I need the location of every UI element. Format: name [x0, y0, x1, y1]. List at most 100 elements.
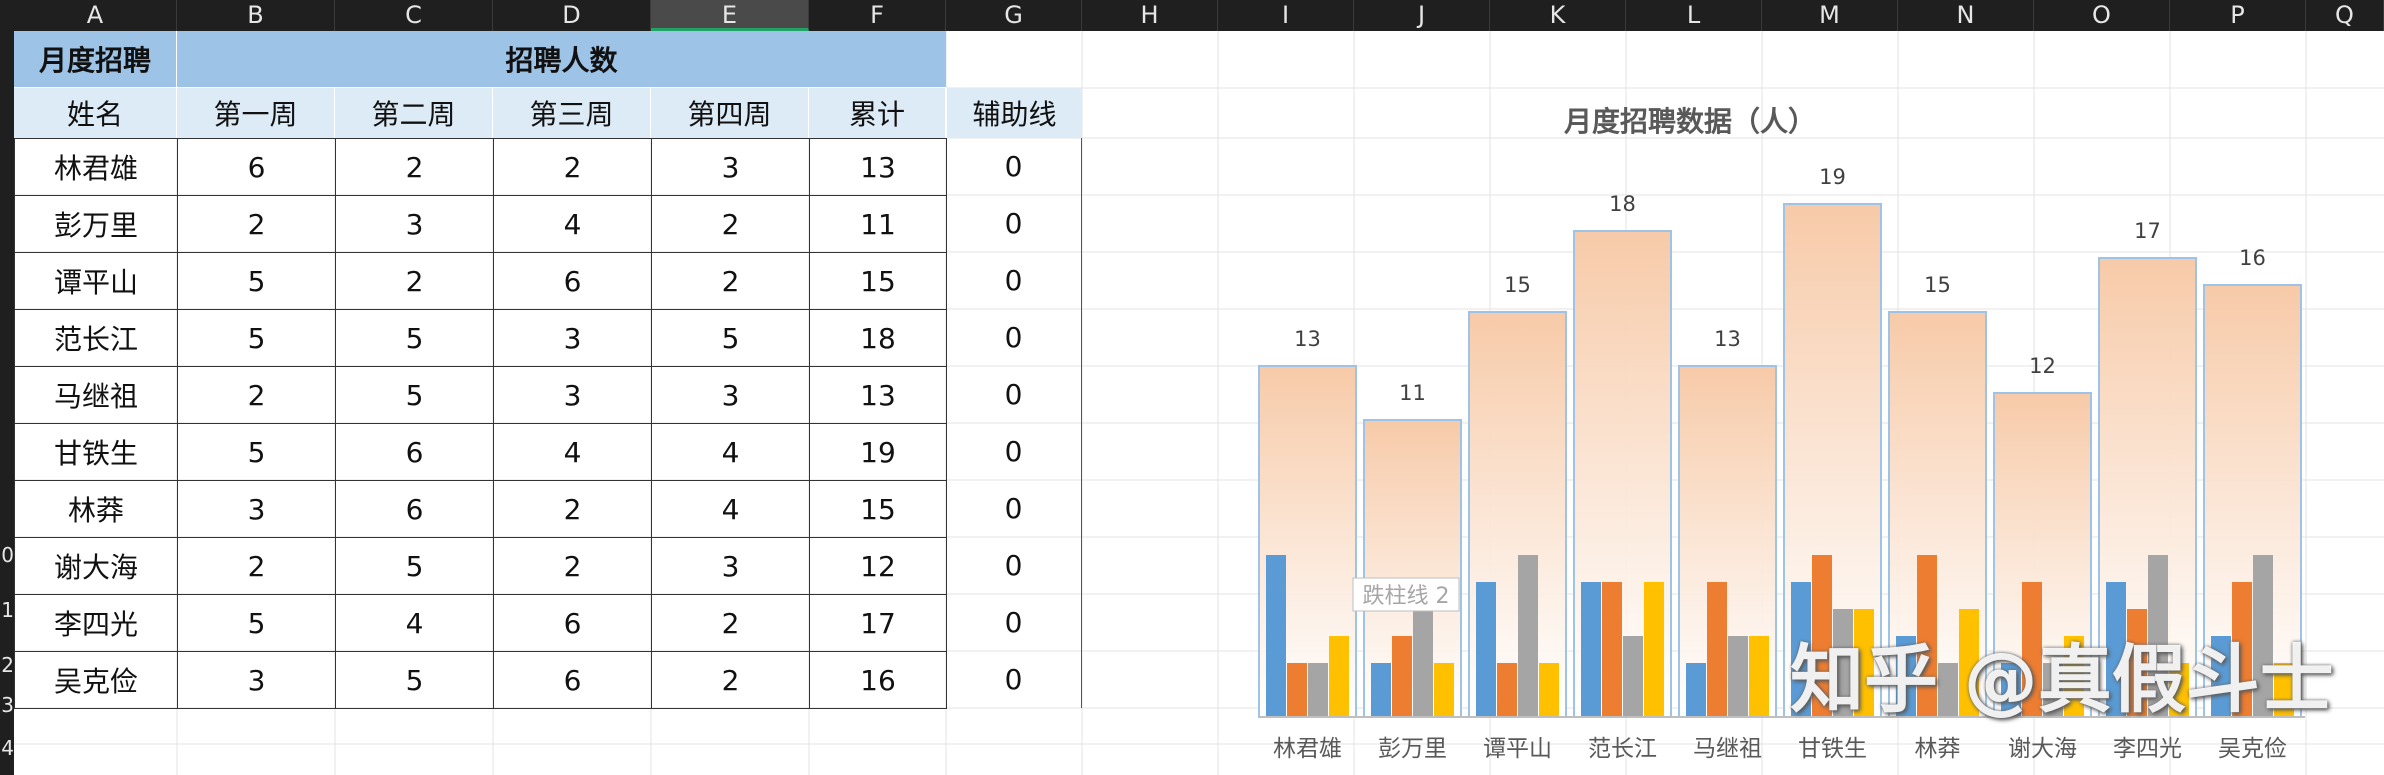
total-data-label: 13	[1294, 327, 1321, 351]
column-header-M[interactable]: M	[1762, 0, 1898, 31]
weekly-bar-series-2[interactable]	[2022, 582, 2042, 717]
weekly-bar-series-1[interactable]	[1266, 555, 1286, 717]
weekly-bar-series-4[interactable]	[1644, 582, 1664, 717]
weekly-bar-series-1[interactable]	[1371, 663, 1391, 717]
total-data-label: 12	[2029, 354, 2056, 378]
column-header-H[interactable]: H	[1082, 0, 1218, 31]
aux-cell[interactable]: 0	[946, 366, 1082, 423]
weekly-bar-series-3[interactable]	[1413, 609, 1433, 717]
weekly-bar-series-2[interactable]	[1287, 663, 1307, 717]
weekly-bar-series-4[interactable]	[1539, 663, 1559, 717]
table-title-cell[interactable]: 月度招聘	[14, 31, 177, 88]
aux-header-cell[interactable]: 辅助线	[946, 88, 1082, 138]
total-data-label: 18	[1609, 192, 1636, 216]
column-title-cell[interactable]: 第二周	[335, 88, 493, 138]
weekly-bar-series-1[interactable]	[1791, 582, 1811, 717]
aux-cell[interactable]: 0	[946, 252, 1082, 309]
weekly-bar-series-2[interactable]	[1917, 555, 1937, 717]
aux-cell[interactable]: 0	[946, 537, 1082, 594]
total-data-label: 13	[1714, 327, 1741, 351]
aux-cell[interactable]: 0	[946, 651, 1082, 708]
name-cell[interactable]: 吴克俭	[14, 651, 178, 709]
aux-cell[interactable]: 0	[946, 423, 1082, 480]
weekly-bar-series-4[interactable]	[1959, 609, 1979, 717]
row-header-bar: 0 1 2 3 4	[0, 31, 14, 775]
column-title-cell[interactable]: 姓名	[14, 88, 177, 138]
aux-cell[interactable]: 0	[946, 195, 1082, 252]
weekly-bar-series-3[interactable]	[1833, 609, 1853, 717]
weekly-bar-series-1[interactable]	[2211, 636, 2231, 717]
aux-cell[interactable]: 0	[946, 480, 1082, 537]
aux-cell[interactable]: 0	[946, 309, 1082, 366]
weekly-bar-series-4[interactable]	[2274, 663, 2294, 717]
weekly-bar-series-2[interactable]	[1497, 663, 1517, 717]
total-data-label: 15	[1504, 273, 1531, 297]
weekly-bar-series-3[interactable]	[1728, 636, 1748, 717]
column-header-J[interactable]: J	[1354, 0, 1490, 31]
column-title-cell[interactable]: 第三周	[493, 88, 651, 138]
weekly-bar-series-1[interactable]	[2106, 582, 2126, 717]
table-cell[interactable]: 16	[809, 651, 947, 709]
aux-cell[interactable]: 0	[946, 138, 1082, 195]
table-cell[interactable]: 15	[809, 480, 947, 538]
weekly-bar-series-3[interactable]	[1623, 636, 1643, 717]
weekly-bar-series-4[interactable]	[1329, 636, 1349, 717]
weekly-bar-series-3[interactable]	[1308, 663, 1328, 717]
weekly-bar-series-4[interactable]	[1434, 663, 1454, 717]
category-label: 范长江	[1588, 736, 1657, 762]
weekly-bar-series-2[interactable]	[2127, 609, 2147, 717]
column-header-I[interactable]: I	[1218, 0, 1354, 31]
column-header-L[interactable]: L	[1626, 0, 1762, 31]
weekly-bar-series-3[interactable]	[2148, 555, 2168, 717]
column-header-G[interactable]: G	[946, 0, 1082, 31]
watermark: 知乎 @真假斗士	[1790, 637, 2334, 723]
weekly-bar-series-2[interactable]	[2232, 582, 2252, 717]
weekly-bar-series-2[interactable]	[1812, 555, 1832, 717]
column-header-E[interactable]: E	[651, 0, 809, 31]
weekly-bar-series-4[interactable]	[1854, 609, 1874, 717]
weekly-bar-series-1[interactable]	[1476, 582, 1496, 717]
category-label: 彭万里	[1378, 736, 1447, 762]
row-header-0[interactable]: 0	[1, 543, 14, 567]
column-header-N[interactable]: N	[1898, 0, 2034, 31]
row-header-2[interactable]: 2	[1, 653, 14, 677]
weekly-bar-series-3[interactable]	[1518, 555, 1538, 717]
name-cell[interactable]: 范长江	[14, 309, 178, 367]
column-header-C[interactable]: C	[335, 0, 493, 31]
weekly-bar-series-2[interactable]	[1392, 636, 1412, 717]
column-header-F[interactable]: F	[809, 0, 946, 31]
row-header-1[interactable]: 1	[1, 598, 14, 622]
weekly-bar-series-4[interactable]	[2169, 663, 2189, 717]
weekly-bar-series-4[interactable]	[1749, 636, 1769, 717]
column-header-P[interactable]: P	[2170, 0, 2306, 31]
weekly-bar-series-2[interactable]	[1602, 582, 1622, 717]
total-data-label: 11	[1399, 381, 1426, 405]
category-label: 林君雄	[1273, 736, 1342, 762]
total-data-label: 19	[1819, 165, 1846, 189]
column-title-cell[interactable]: 第一周	[177, 88, 335, 138]
row-header-3[interactable]: 3	[1, 693, 14, 717]
weekly-bar-series-4[interactable]	[2064, 636, 2084, 717]
column-title-cell[interactable]: 第四周	[651, 88, 809, 138]
weekly-bar-series-3[interactable]	[2043, 663, 2063, 717]
weekly-bar-series-1[interactable]	[1896, 636, 1916, 717]
column-header-B[interactable]: B	[177, 0, 335, 31]
weekly-bar-series-3[interactable]	[1938, 663, 1958, 717]
column-header-A[interactable]: A	[14, 0, 177, 31]
column-header-K[interactable]: K	[1490, 0, 1626, 31]
column-header-D[interactable]: D	[493, 0, 651, 31]
column-header-O[interactable]: O	[2034, 0, 2170, 31]
column-title-cell[interactable]: 累计	[809, 88, 946, 138]
name-cell[interactable]: 马继祖	[14, 366, 178, 424]
aux-cell[interactable]: 0	[946, 594, 1082, 651]
row-header-4[interactable]: 4	[1, 736, 14, 760]
weekly-bar-series-1[interactable]	[1581, 582, 1601, 717]
weekly-bar-series-2[interactable]	[1707, 582, 1727, 717]
group-header-cell[interactable]: 招聘人数	[177, 31, 946, 88]
total-data-label: 15	[1924, 273, 1951, 297]
chart-tooltip[interactable]	[1352, 577, 1460, 612]
weekly-bar-series-1[interactable]	[2001, 663, 2021, 717]
weekly-bar-series-1[interactable]	[1686, 663, 1706, 717]
weekly-bar-series-3[interactable]	[2253, 555, 2273, 717]
